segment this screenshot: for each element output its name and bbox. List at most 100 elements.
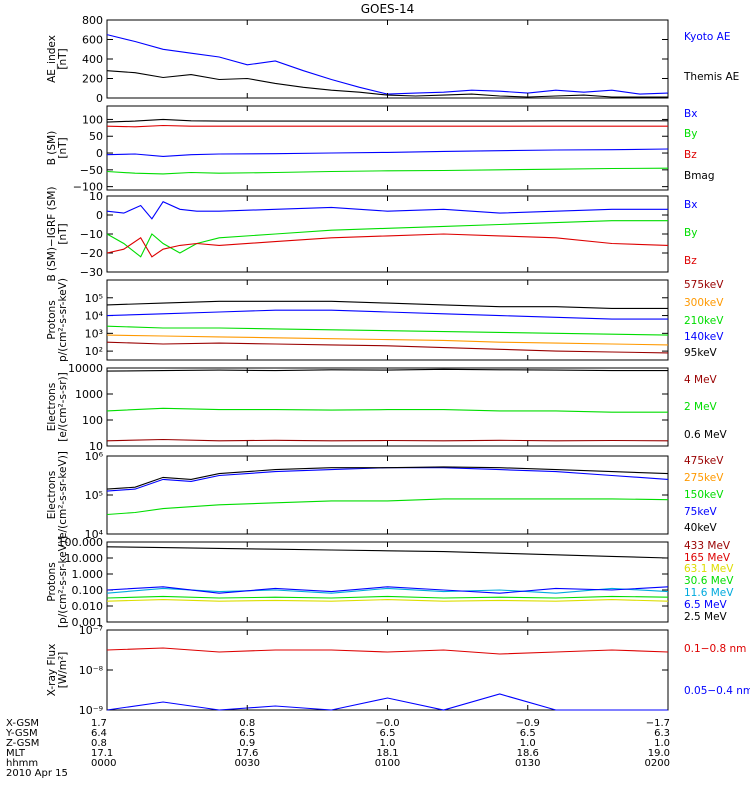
x-tick-value: −0.0 xyxy=(375,718,399,729)
y-tick-label: 0 xyxy=(96,209,103,222)
y-axis-label-line: Electrons xyxy=(46,383,58,432)
series-line-protons_kev-4 xyxy=(106,300,668,309)
legend-entry: 0.6 MeV xyxy=(684,429,728,441)
y-axis-label-line: Protons xyxy=(46,300,58,339)
series-line-electrons_mev-1 xyxy=(106,407,668,413)
panel-frame-b xyxy=(106,105,669,191)
y-tick-label: 10000 xyxy=(68,362,103,375)
x-tick-value: 19.0 xyxy=(648,748,670,759)
y-tick-label: −50 xyxy=(80,164,103,177)
legend-entry: 275keV xyxy=(684,472,724,484)
y-tick-label: 10⁻⁹ xyxy=(79,704,103,717)
y-tick-label: 10⁵ xyxy=(85,489,103,502)
x-axis-date: 2010 Apr 15 xyxy=(6,768,68,779)
legend-entry: 210keV xyxy=(684,315,724,327)
y-tick-label: 0.010 xyxy=(72,600,104,613)
legend-entry: 2.5 MeV xyxy=(684,611,728,623)
series-line-protons_mev-6 xyxy=(106,546,669,559)
x-tick-value: 0.8 xyxy=(239,718,255,729)
series-line-electrons_mev-0 xyxy=(106,438,669,442)
panel-frame-electrons_mev xyxy=(106,367,669,447)
legend-entry: 30.6 MeV xyxy=(684,575,734,587)
y-axis-label-line: X-ray Flux xyxy=(46,644,58,697)
x-tick-value: −1.7 xyxy=(646,718,670,729)
x-tick-value: 18.1 xyxy=(376,748,398,759)
legend-entry: 40keV xyxy=(684,522,718,534)
series-line-ae-0 xyxy=(106,34,669,95)
y-axis-label-electrons_kev: Electrons e/(cm²-s-sr-keV)] xyxy=(46,451,69,539)
series-line-xray-0 xyxy=(106,647,669,655)
x-tick-value: 17.1 xyxy=(91,748,113,759)
legend-entry: Themis AE xyxy=(683,71,739,83)
x-tick-value: 0.9 xyxy=(239,738,255,749)
y-axis-label-line: [W/m²] xyxy=(57,652,69,689)
y-tick-label: −30 xyxy=(80,266,103,279)
y-tick-label: 10⁵ xyxy=(85,292,103,305)
legend-entry: 165 MeV xyxy=(684,552,731,564)
legend-entry: 6.5 MeV xyxy=(684,599,728,611)
y-tick-label: 100 xyxy=(82,414,103,427)
legend-entry: 4 MeV xyxy=(684,374,718,386)
legend-entry: By xyxy=(684,128,697,140)
x-tick-value: 1.0 xyxy=(520,738,536,749)
y-tick-label: 10⁻⁷ xyxy=(79,624,103,637)
series-line-b-1 xyxy=(106,167,669,175)
y-axis-label-line: Protons xyxy=(46,562,58,601)
y-axis-label-line: AE_index xyxy=(46,35,58,83)
legend-entry: Bz xyxy=(684,149,697,161)
y-tick-label: 10 xyxy=(89,190,103,203)
legend-entry: 300keV xyxy=(684,297,724,309)
y-tick-label: 600 xyxy=(82,34,103,47)
y-tick-label: 0.100 xyxy=(72,584,104,597)
y-tick-label: 0 xyxy=(96,92,103,105)
x-tick-value: 6.4 xyxy=(91,728,107,739)
legend-entry: 150keV xyxy=(684,489,724,501)
y-axis-label-b: B (SM) [nT] xyxy=(46,131,69,165)
series-line-protons_kev-2 xyxy=(106,325,669,336)
y-axis-label-line: B (SM) xyxy=(46,131,58,165)
series-line-protons_kev-1 xyxy=(106,334,669,346)
legend-entry: Bmag xyxy=(684,170,715,182)
series-line-b-2 xyxy=(106,124,668,128)
legend-entry: Kyoto AE xyxy=(684,31,730,43)
y-axis-label-line: B (SM)−IGRF (SM) xyxy=(46,186,58,281)
panel-frame-dbigrf xyxy=(106,195,669,273)
legend-entry: By xyxy=(684,227,697,239)
y-tick-label: 10 xyxy=(89,440,103,453)
x-tick-value: 6.5 xyxy=(520,728,536,739)
y-tick-label: 400 xyxy=(82,53,103,66)
legend-entry: Bx xyxy=(684,108,697,120)
y-axis-label-ae: AE_index [nT] xyxy=(46,35,69,83)
legend-entry: 433 MeV xyxy=(684,540,731,552)
x-tick-value: −0.9 xyxy=(516,718,540,729)
x-row-label: hhmm xyxy=(6,758,38,769)
y-tick-label: 10² xyxy=(85,345,103,358)
legend-entry: 575keV xyxy=(684,279,724,291)
x-tick-value: 6.3 xyxy=(654,728,670,739)
series-line-protons_mev-3 xyxy=(106,595,669,599)
y-axis-label-protons_mev: Protons [p/(cm²-s-sr-keV)] xyxy=(46,536,69,628)
x-tick-value: 0030 xyxy=(235,758,260,769)
x-tick-value: 0000 xyxy=(91,758,116,769)
series-line-dbigrf-0 xyxy=(106,201,668,220)
series-line-dbigrf-1 xyxy=(106,220,668,258)
y-axis-label-electrons_mev: Electrons [e/(cm²-s-sr)] xyxy=(46,372,69,441)
plot-title: GOES-14 xyxy=(361,2,415,16)
legend-entry: 0.1−0.8 nm xyxy=(684,643,746,655)
series-line-electrons_kev-4 xyxy=(106,466,669,490)
x-row-label: X-GSM xyxy=(6,718,39,729)
series-line-protons_mev-5 xyxy=(106,586,669,594)
y-axis-label-line: [nT] xyxy=(57,48,69,69)
legend-entry: 95keV xyxy=(684,347,718,359)
legend-entry: 0.05−0.4 nm xyxy=(684,685,750,697)
x-tick-value: 0130 xyxy=(515,758,540,769)
y-axis-label-dbigrf: B (SM)−IGRF (SM) [nT] xyxy=(46,186,69,281)
y-tick-label: 200 xyxy=(82,73,103,86)
series-line-protons_mev-2 xyxy=(106,599,669,602)
legend-entry: 140keV xyxy=(684,331,724,343)
series-line-xray-1 xyxy=(106,693,668,711)
y-tick-label: 10⁴ xyxy=(85,528,104,541)
y-axis-label-line: [p/(cm²-s-sr-keV)] xyxy=(57,536,69,628)
y-axis-label-xray: X-ray Flux [W/m²] xyxy=(46,644,69,697)
y-axis-label-line: [e/(cm²-s-sr)] xyxy=(57,372,69,441)
